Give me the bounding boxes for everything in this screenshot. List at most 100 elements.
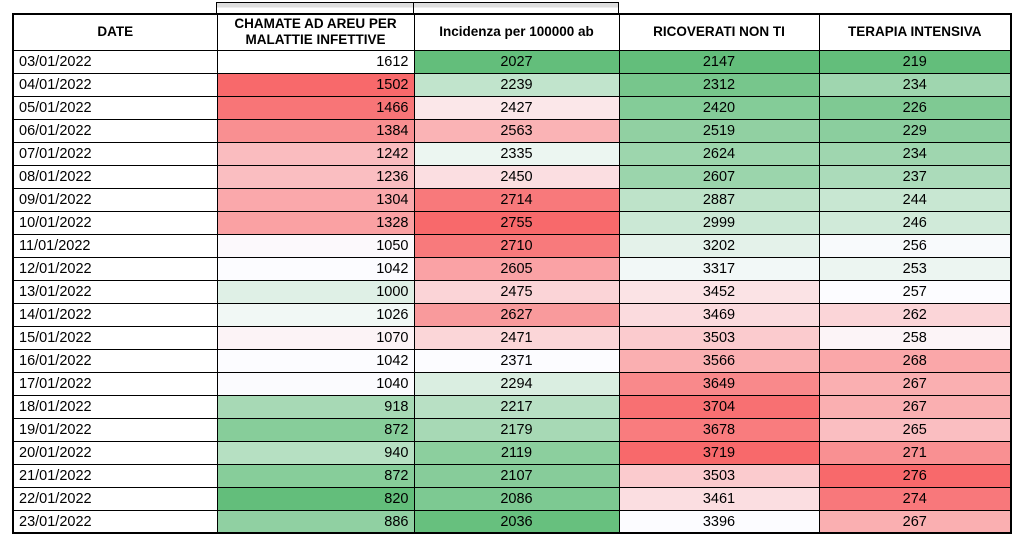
cell-incidenza: 2450 [413,164,620,189]
conditional-formatting-table: DATE CHAMATE AD AREU PER MALATTIE INFETT… [12,13,1012,535]
cell-incidenza: 2710 [413,233,620,258]
cell-incidenza: 2471 [413,325,620,350]
cell-ricoverati: 3503 [618,325,820,350]
cell-ricoverati: 3566 [618,348,820,373]
cell-chiamate: 1236 [216,164,415,189]
cell-incidenza: 2563 [413,118,620,143]
cell-ricoverati: 2607 [618,164,820,189]
cell-ricoverati: 2519 [618,118,820,143]
cell-date: 13/01/2022 [12,279,218,304]
cell-terapia: 237 [818,164,1012,189]
cell-terapia: 267 [818,394,1012,419]
cell-ricoverati: 3649 [618,371,820,396]
cell-terapia: 226 [818,95,1012,120]
table-row: 20/01/2022 940 2119 3719 271 [12,440,1012,465]
cell-incidenza: 2107 [413,463,620,488]
cell-ricoverati: 2420 [618,95,820,120]
cell-chiamate: 1612 [216,49,415,74]
cell-date: 17/01/2022 [12,371,218,396]
cell-incidenza: 2179 [413,417,620,442]
cell-ricoverati: 2887 [618,187,820,212]
cell-terapia: 267 [818,509,1012,534]
cell-chiamate: 1242 [216,141,415,166]
cell-incidenza: 2714 [413,187,620,212]
cell-incidenza: 2371 [413,348,620,373]
header-date: DATE [12,13,218,51]
cell-chiamate: 1042 [216,348,415,373]
cell-incidenza: 2755 [413,210,620,235]
cell-terapia: 274 [818,486,1012,511]
cell-date: 22/01/2022 [12,486,218,511]
cell-chiamate: 1070 [216,325,415,350]
cell-date: 16/01/2022 [12,348,218,373]
cell-chiamate: 1466 [216,95,415,120]
cell-chiamate: 940 [216,440,415,465]
cell-chiamate: 1328 [216,210,415,235]
cell-ricoverati: 3452 [618,279,820,304]
cell-date: 11/01/2022 [12,233,218,258]
cell-date: 04/01/2022 [12,72,218,97]
table-row: 06/01/2022 1384 2563 2519 229 [12,118,1012,143]
table-row: 21/01/2022 872 2107 3503 276 [12,463,1012,488]
cell-incidenza: 2119 [413,440,620,465]
cell-date: 15/01/2022 [12,325,218,350]
cell-date: 19/01/2022 [12,417,218,442]
cell-date: 06/01/2022 [12,118,218,143]
cell-incidenza: 2027 [413,49,620,74]
cell-ricoverati: 3461 [618,486,820,511]
table-row: 16/01/2022 1042 2371 3566 268 [12,348,1012,373]
table-row: 17/01/2022 1040 2294 3649 267 [12,371,1012,396]
cell-incidenza: 2239 [413,72,620,97]
table-row: 19/01/2022 872 2179 3678 265 [12,417,1012,442]
table-body: 03/01/2022 1612 2027 2147 219 04/01/2022 1502 2… [12,49,1012,534]
cell-chiamate: 1304 [216,187,415,212]
cell-date: 14/01/2022 [12,302,218,327]
cell-ricoverati: 3503 [618,463,820,488]
cell-date: 09/01/2022 [12,187,218,212]
header-terapia: TERAPIA INTENSIVA [818,13,1012,51]
cell-terapia: 219 [818,49,1012,74]
header-ricoverati: RICOVERATI NON TI [618,13,820,51]
table-row: 11/01/2022 1050 2710 3202 256 [12,233,1012,258]
cell-terapia: 234 [818,72,1012,97]
table-row: 09/01/2022 1304 2714 2887 244 [12,187,1012,212]
table-row: 18/01/2022 918 2217 3704 267 [12,394,1012,419]
cell-ricoverati: 3396 [618,509,820,534]
cell-terapia: 246 [818,210,1012,235]
cell-terapia: 268 [818,348,1012,373]
header-cap-incidenza [413,2,619,14]
cell-terapia: 257 [818,279,1012,304]
cell-date: 12/01/2022 [12,256,218,281]
cell-date: 05/01/2022 [12,95,218,120]
cell-chiamate: 1384 [216,118,415,143]
cell-incidenza: 2475 [413,279,620,304]
cell-chiamate: 872 [216,463,415,488]
cell-incidenza: 2427 [413,95,620,120]
cell-date: 20/01/2022 [12,440,218,465]
cell-ricoverati: 2312 [618,72,820,97]
cell-chiamate: 1040 [216,371,415,396]
cell-date: 08/01/2022 [12,164,218,189]
table-row: 13/01/2022 1000 2475 3452 257 [12,279,1012,304]
table-row: 12/01/2022 1042 2605 3317 253 [12,256,1012,281]
cell-chiamate: 1026 [216,302,415,327]
cell-terapia: 229 [818,118,1012,143]
cell-terapia: 265 [818,417,1012,442]
cell-ricoverati: 2624 [618,141,820,166]
table-row: 22/01/2022 820 2086 3461 274 [12,486,1012,511]
cell-incidenza: 2086 [413,486,620,511]
cell-incidenza: 2335 [413,141,620,166]
cell-date: 03/01/2022 [12,49,218,74]
table-row: 15/01/2022 1070 2471 3503 258 [12,325,1012,350]
cell-terapia: 253 [818,256,1012,281]
cell-chiamate: 1042 [216,256,415,281]
cell-chiamate: 886 [216,509,415,534]
cell-incidenza: 2294 [413,371,620,396]
cell-ricoverati: 3317 [618,256,820,281]
cell-terapia: 234 [818,141,1012,166]
cell-chiamate: 918 [216,394,415,419]
cell-chiamate: 1502 [216,72,415,97]
cell-date: 18/01/2022 [12,394,218,419]
cell-terapia: 256 [818,233,1012,258]
cell-terapia: 244 [818,187,1012,212]
